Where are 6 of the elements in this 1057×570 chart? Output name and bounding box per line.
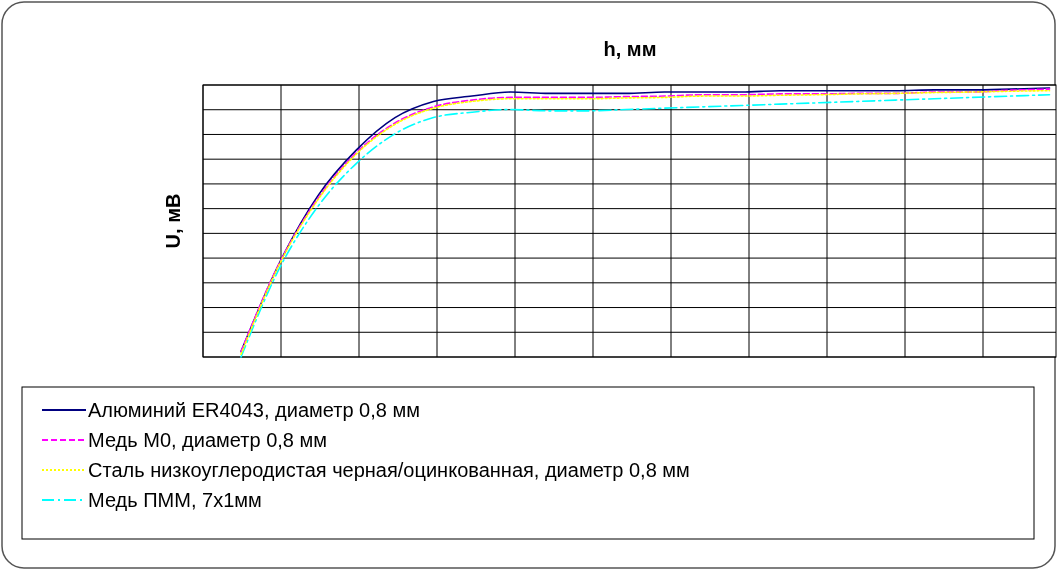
legend-label: Сталь низкоуглеродистая черная/оцинкованная, диаметр 0,8 мм	[88, 459, 690, 481]
legend-label: Медь М0, диаметр 0,8 мм	[88, 429, 327, 451]
legend-label: Медь ПММ, 7x1мм	[88, 489, 262, 511]
y-axis-title: U, мВ	[162, 193, 184, 249]
chart-title: h, мм	[603, 38, 657, 60]
legend-label: Алюминий ER4043, диаметр 0,8 мм	[88, 399, 420, 421]
